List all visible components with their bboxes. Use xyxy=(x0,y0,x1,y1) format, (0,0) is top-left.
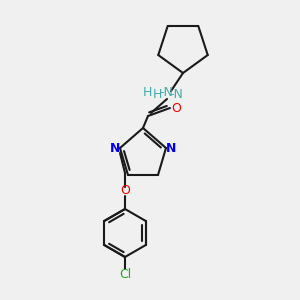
Text: H: H xyxy=(142,86,152,100)
Text: O: O xyxy=(120,184,130,197)
Text: H: H xyxy=(152,88,162,101)
Text: N: N xyxy=(166,142,176,154)
Text: Cl: Cl xyxy=(119,268,131,281)
Text: O: O xyxy=(171,101,181,115)
Text: -N: -N xyxy=(169,88,183,101)
Text: N: N xyxy=(110,142,120,154)
Text: -N: -N xyxy=(159,86,173,100)
